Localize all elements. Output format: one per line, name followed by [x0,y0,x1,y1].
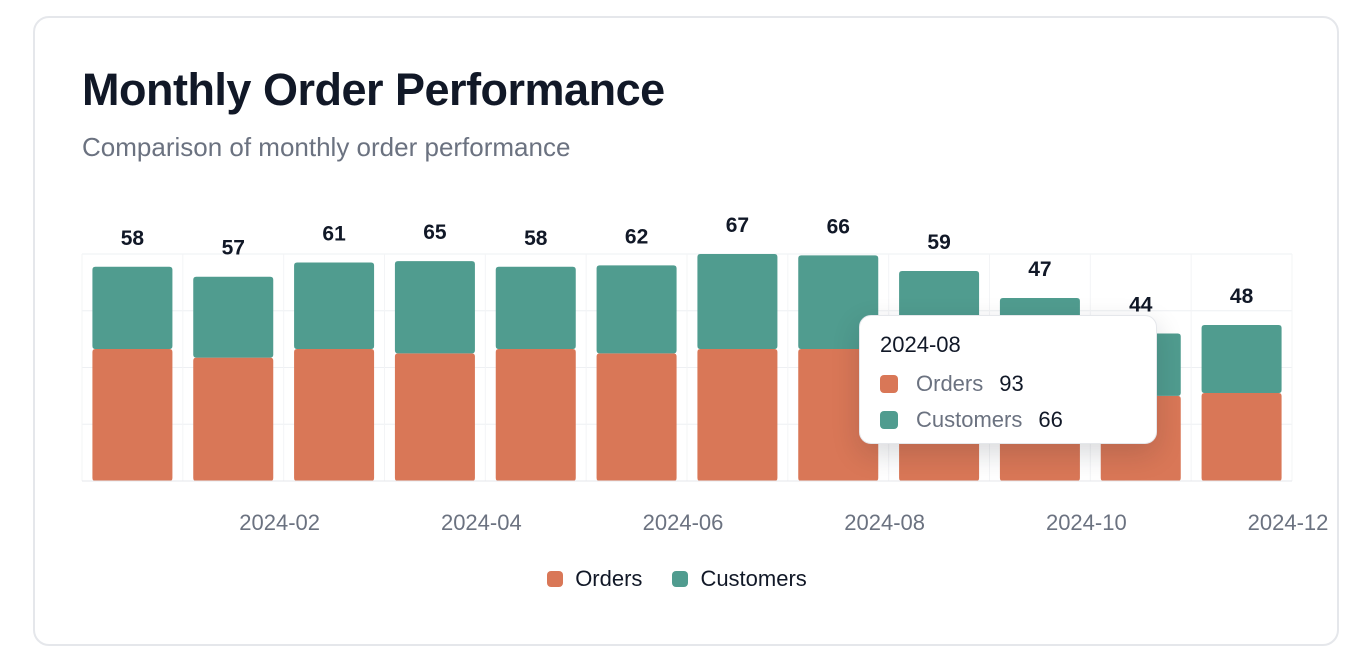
data-label-2024-07: 67 [726,214,749,237]
x-tick-2024-08: 2024-08 [844,510,925,535]
legend-item-customers[interactable]: Customers [672,566,807,592]
bar-customers-2024-07 [697,254,778,350]
data-label-2024-05: 58 [524,227,548,250]
tooltip-orders-label: Orders [916,371,984,396]
data-label-2024-08: 66 [827,215,850,238]
tooltip-customers-value: 66 [1038,407,1063,432]
bar-orders-2024-05 [495,349,576,481]
data-label-2024-02: 57 [222,237,245,260]
legend-item-orders[interactable]: Orders [547,566,642,592]
bar-customers-2024-05 [495,266,576,350]
chart-title: Monthly Order Performance [82,64,665,115]
tooltip-row-customers: Customers 66 [880,402,1136,438]
legend-customers-swatch [672,571,689,587]
data-label-2024-04: 65 [423,221,447,244]
tooltip-customers-swatch [880,411,898,429]
bar-customers-2024-03 [294,262,375,350]
bar-customers-2024-12 [1201,324,1282,394]
bar-orders-2024-04 [394,353,475,481]
bar-customers-2024-02 [193,276,274,358]
data-label-2024-12: 48 [1230,285,1254,308]
legend-customers-label: Customers [700,566,807,591]
chart-subtitle: Comparison of monthly order performance [82,132,571,162]
x-tick-2024-12: 2024-12 [1248,510,1329,535]
bar-customers-2024-08 [798,255,879,350]
bar-customers-2024-04 [394,261,475,354]
bar-orders-2024-08 [798,349,879,481]
x-tick-2024-02: 2024-02 [239,510,320,535]
data-label-2024-11: 44 [1129,293,1153,316]
bar-orders-2024-07 [697,349,778,481]
tooltip-orders-swatch [880,375,898,393]
data-label-2024-03: 61 [322,223,346,246]
tooltip-customers-label: Customers [916,407,1023,432]
chart-legend: Orders Customers [0,566,1354,592]
tooltip-title: 2024-08 [880,332,961,357]
bar-customers-2024-01 [92,266,173,350]
tooltip-row-orders: Orders 93 [880,366,1136,402]
bar-orders-2024-06 [596,353,677,481]
data-label-2024-06: 62 [625,225,648,248]
bar-orders-2024-03 [294,349,375,481]
data-label-2024-10: 47 [1028,258,1051,281]
legend-orders-swatch [547,571,564,587]
data-label-2024-01: 58 [121,227,145,250]
bar-customers-2024-06 [596,265,677,354]
x-tick-2024-10: 2024-10 [1046,510,1127,535]
x-tick-2024-06: 2024-06 [643,510,724,535]
data-label-2024-09: 59 [927,231,950,254]
bar-orders-2024-12 [1201,393,1282,481]
legend-orders-label: Orders [575,566,643,591]
chart-tooltip: 2024-08 Orders 93 Customers 66 [859,315,1157,444]
x-tick-2024-04: 2024-04 [441,510,522,535]
bar-orders-2024-01 [92,349,173,481]
bar-orders-2024-02 [193,357,274,481]
tooltip-orders-value: 93 [999,371,1024,396]
